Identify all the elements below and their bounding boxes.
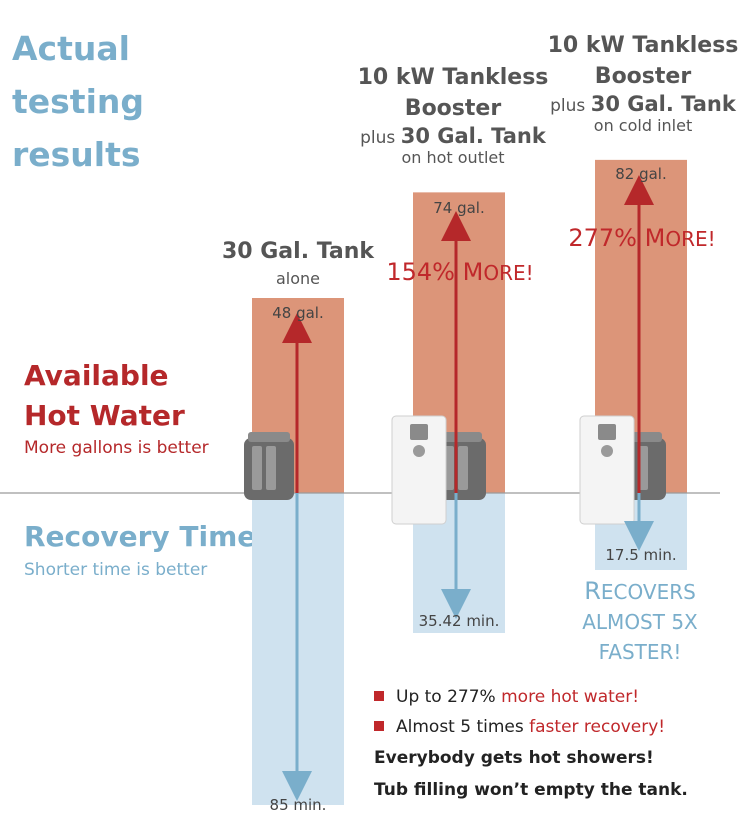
recovery-sub-label: Shorter time is better — [24, 560, 208, 580]
closing-line: Everybody gets hot showers! — [374, 748, 654, 768]
value-label-cold-1: 85 min. — [269, 796, 327, 814]
value-label-hot-3: 82 gal. — [615, 165, 667, 183]
bullet-list: Up to 277% more hot water! Almost 5 time… — [374, 682, 688, 806]
value-label-cold-2: 35.42 min. — [418, 612, 500, 630]
column-header-1: 30 Gal. Tank alone — [221, 239, 375, 288]
percent-label-154: 154% MORE! — [386, 258, 534, 286]
bullet-square-icon — [374, 721, 384, 731]
water-tank-icon — [436, 432, 486, 500]
tankless-heater-icon — [391, 415, 447, 525]
value-label-hot-1: 48 gal. — [272, 304, 324, 322]
bullet-square-icon — [374, 691, 384, 701]
recovers-faster-note: RECOVERS ALMOST 5X FASTER! — [582, 577, 698, 664]
percent-label-277: 277% MORE! — [568, 224, 716, 252]
value-label-cold-3: 17.5 min. — [605, 546, 677, 564]
water-tank-icon — [244, 432, 294, 500]
tankless-heater-icon — [579, 415, 635, 525]
column-header-2: 10 kW Tankless Booster plus 30 Gal. Tank… — [357, 65, 549, 167]
available-sub-label: More gallons is better — [24, 438, 209, 458]
closing-line: Tub filling won’t empty the tank. — [374, 780, 688, 800]
value-label-hot-2: 74 gal. — [433, 199, 485, 217]
column-header-3: 10 kW Tankless Booster plus 30 Gal. Tank… — [547, 33, 739, 135]
bullet-item: Up to 277% more hot water! — [374, 682, 688, 712]
bullet-item: Almost 5 times faster recovery! — [374, 712, 688, 742]
recovery-time-label: Recovery Time — [24, 520, 257, 553]
page-title: Actual testing results — [12, 29, 144, 174]
available-hot-water-label: Available Hot Water — [24, 359, 185, 432]
